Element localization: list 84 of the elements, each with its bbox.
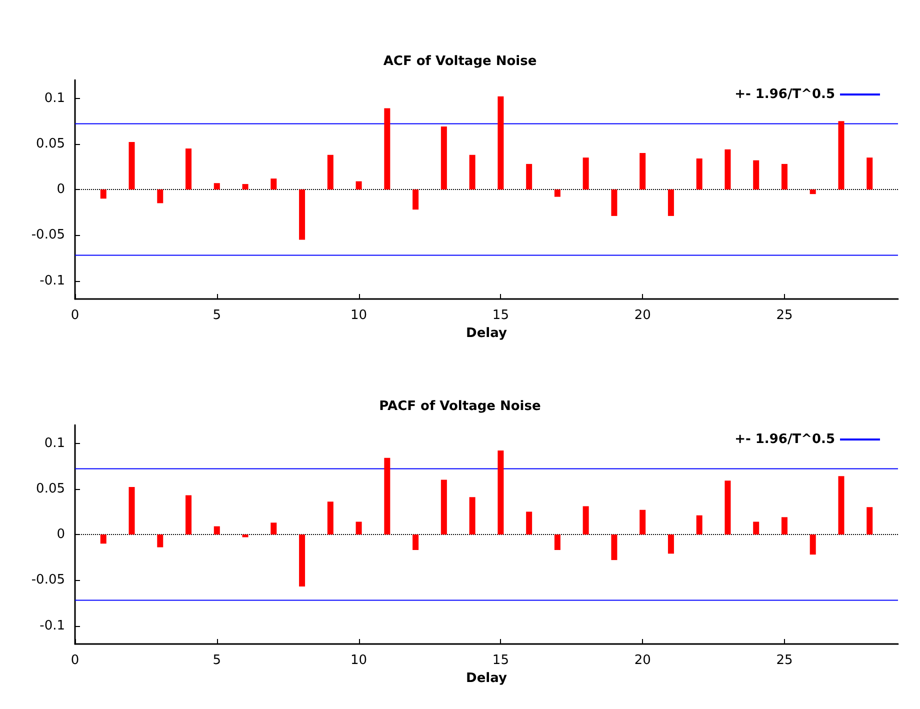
y-tick-label: 0.05 [36, 481, 65, 496]
bar [242, 534, 248, 538]
x-tick-label: 0 [70, 653, 80, 668]
bar [384, 458, 390, 534]
bar [838, 476, 844, 534]
bar [753, 522, 760, 534]
x-tick-label: 25 [776, 653, 793, 668]
bar [440, 480, 447, 534]
legend-label: +- 1.96/T^0.5 [734, 87, 835, 102]
bar [810, 190, 816, 194]
bar [469, 497, 476, 534]
bar [214, 526, 220, 534]
bar [498, 96, 504, 190]
bar [838, 121, 844, 190]
x-tick-label: 5 [212, 308, 222, 323]
bar [270, 178, 277, 190]
legend-label: +- 1.96/T^0.5 [734, 432, 835, 447]
bar [554, 190, 560, 197]
bar [100, 190, 106, 199]
y-tick-label: 0 [56, 182, 65, 197]
chart-title: PACF of Voltage Noise [379, 399, 542, 414]
x-tick-label: 20 [634, 653, 651, 668]
bar [186, 148, 192, 190]
bar [128, 487, 135, 534]
bar [186, 495, 192, 534]
bar [327, 154, 334, 190]
bar [724, 480, 731, 534]
y-tick-label: -0.05 [31, 228, 65, 243]
x-tick-label: 0 [70, 308, 80, 323]
bar [526, 164, 532, 190]
bar [299, 534, 306, 587]
bar [781, 517, 788, 534]
bar [157, 534, 164, 548]
bar [866, 507, 873, 534]
chart-title: ACF of Voltage Noise [383, 54, 537, 69]
bar [611, 190, 618, 216]
x-tick-label: 20 [634, 308, 651, 323]
bar [611, 534, 618, 560]
bar [469, 154, 476, 190]
x-tick-label: 10 [350, 308, 368, 323]
y-tick-label: -0.05 [31, 572, 65, 588]
y-tick-label: 0 [56, 527, 65, 542]
bar [412, 190, 419, 210]
x-tick-label: 25 [776, 308, 793, 323]
bar [412, 534, 419, 550]
bar [299, 190, 306, 240]
x-tick-label: 5 [212, 653, 222, 668]
x-tick-label: 10 [350, 653, 368, 668]
bar [866, 158, 873, 190]
y-tick-label: -0.1 [40, 273, 65, 288]
bar [270, 522, 277, 534]
bar [157, 190, 164, 204]
y-tick-label: -0.1 [40, 618, 65, 634]
bar [242, 184, 248, 190]
bar [696, 158, 702, 190]
bar [781, 164, 788, 190]
x-axis-title: Delay [466, 326, 508, 341]
bar [384, 108, 390, 190]
bar [554, 534, 560, 550]
bar [214, 183, 220, 190]
bar [640, 153, 646, 190]
bar [753, 160, 760, 190]
y-tick-label: 0.1 [44, 90, 65, 106]
bar [668, 534, 674, 554]
bar [498, 450, 504, 534]
bar [356, 181, 362, 190]
bar [128, 142, 135, 190]
x-tick-label: 15 [492, 308, 509, 323]
bar [356, 522, 362, 534]
y-tick-label: 0.1 [44, 436, 65, 451]
bar [696, 515, 702, 534]
bar [327, 502, 334, 534]
bar [100, 534, 106, 544]
y-tick-label: 0.05 [36, 136, 65, 152]
bar [582, 506, 589, 534]
bar [526, 512, 532, 534]
bar [810, 534, 816, 555]
x-tick-label: 15 [492, 653, 509, 668]
bar [668, 190, 674, 216]
x-axis-title: Delay [466, 671, 508, 686]
bar [582, 158, 589, 190]
bar [724, 149, 731, 190]
bar [440, 126, 447, 190]
bar [640, 510, 646, 534]
